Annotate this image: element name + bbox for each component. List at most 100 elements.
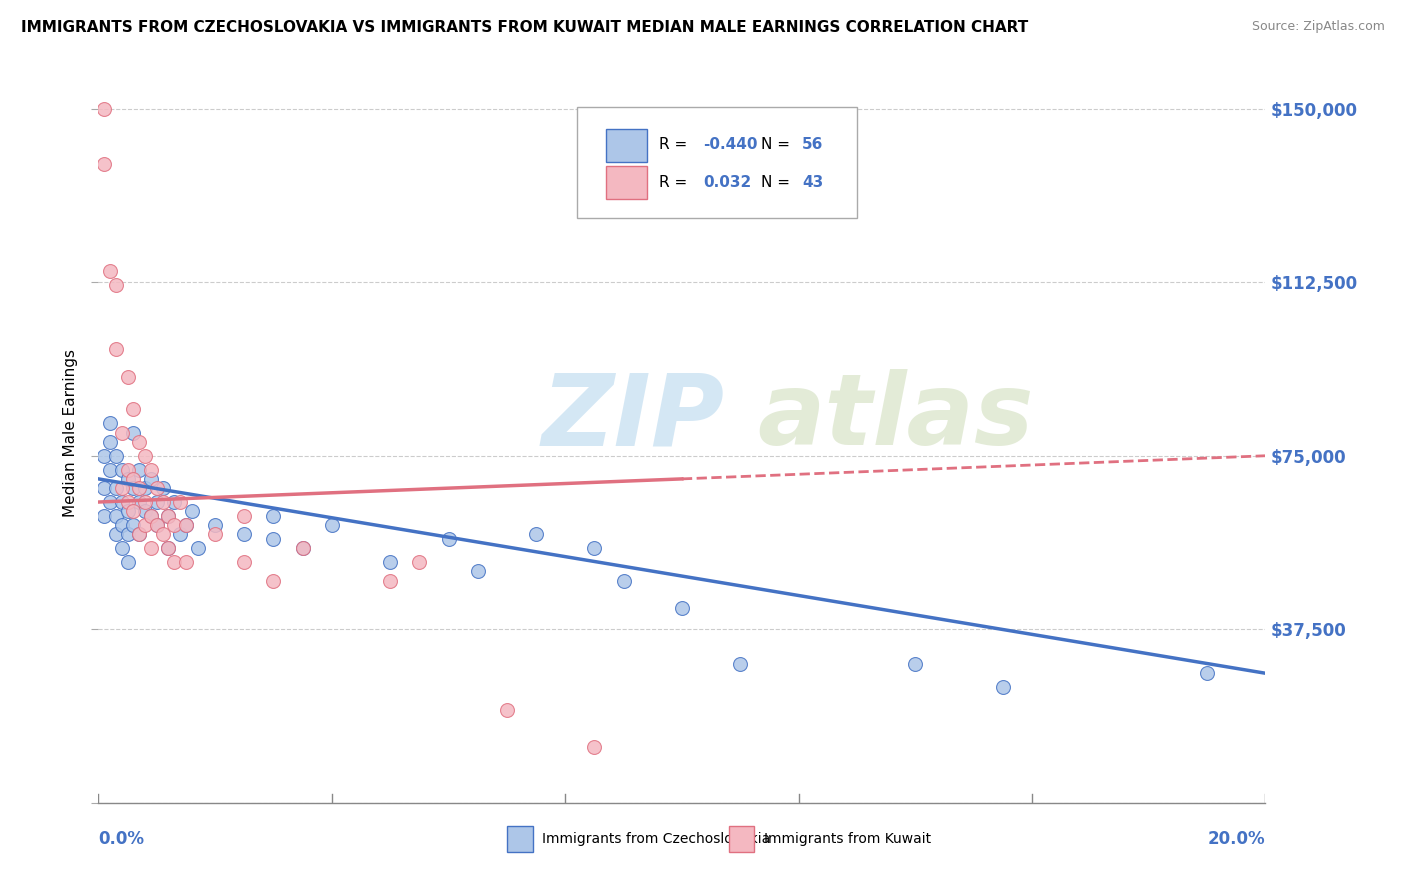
Text: 0.0%: 0.0%	[98, 830, 145, 847]
Point	[111, 481, 134, 495]
Point	[98, 462, 121, 476]
Point	[122, 504, 145, 518]
Point	[111, 495, 134, 509]
Point	[139, 472, 162, 486]
Point	[169, 495, 191, 509]
Point	[128, 462, 150, 476]
Point	[204, 527, 226, 541]
Bar	[728, 827, 754, 853]
Point	[204, 518, 226, 533]
Point	[146, 518, 169, 533]
Point	[437, 532, 460, 546]
Text: Immigrants from Czechoslovakia: Immigrants from Czechoslovakia	[541, 832, 770, 847]
Point	[321, 518, 343, 533]
Point	[157, 508, 180, 523]
Point	[180, 504, 202, 518]
Point	[163, 495, 186, 509]
Point	[122, 481, 145, 495]
Point	[163, 518, 186, 533]
Text: R =: R =	[658, 137, 692, 153]
Point	[904, 657, 927, 671]
Point	[117, 472, 139, 486]
Point	[98, 263, 121, 277]
Point	[98, 495, 121, 509]
Point	[262, 574, 284, 588]
Point	[122, 402, 145, 417]
Point	[93, 102, 115, 116]
Bar	[606, 129, 647, 162]
Point	[233, 527, 256, 541]
Point	[730, 657, 752, 671]
Point	[157, 541, 180, 556]
FancyBboxPatch shape	[576, 107, 856, 218]
Point	[139, 508, 162, 523]
Point	[408, 555, 430, 569]
Text: Immigrants from Kuwait: Immigrants from Kuwait	[763, 832, 931, 847]
Point	[612, 574, 634, 588]
Point	[98, 417, 121, 431]
Point	[139, 462, 162, 476]
Point	[991, 680, 1014, 694]
Point	[146, 481, 169, 495]
Point	[262, 532, 284, 546]
Point	[134, 495, 156, 509]
Point	[583, 541, 606, 556]
Point	[93, 481, 115, 495]
Point	[169, 527, 191, 541]
Point	[111, 518, 134, 533]
Point	[128, 527, 150, 541]
Point	[146, 495, 169, 509]
Point	[134, 518, 156, 533]
Point	[128, 481, 150, 495]
Text: 56: 56	[801, 137, 824, 153]
Text: Source: ZipAtlas.com: Source: ZipAtlas.com	[1251, 20, 1385, 33]
Point	[174, 518, 197, 533]
Point	[233, 508, 256, 523]
Point	[262, 508, 284, 523]
Text: N =: N =	[761, 137, 796, 153]
Point	[122, 472, 145, 486]
Point	[380, 555, 402, 569]
Point	[671, 601, 693, 615]
Point	[93, 508, 115, 523]
Point	[152, 495, 174, 509]
Point	[98, 434, 121, 449]
Bar	[508, 827, 533, 853]
Point	[163, 555, 186, 569]
Point	[117, 555, 139, 569]
Y-axis label: Median Male Earnings: Median Male Earnings	[63, 349, 79, 516]
Point	[152, 481, 174, 495]
Point	[111, 541, 134, 556]
Text: 20.0%: 20.0%	[1208, 830, 1265, 847]
Text: IMMIGRANTS FROM CZECHOSLOVAKIA VS IMMIGRANTS FROM KUWAIT MEDIAN MALE EARNINGS CO: IMMIGRANTS FROM CZECHOSLOVAKIA VS IMMIGR…	[21, 20, 1028, 35]
Point	[111, 425, 134, 440]
Point	[524, 527, 547, 541]
Text: atlas: atlas	[758, 369, 1035, 467]
Text: ZIP: ZIP	[541, 369, 725, 467]
Point	[139, 541, 162, 556]
Point	[233, 555, 256, 569]
Point	[174, 555, 197, 569]
Point	[104, 508, 127, 523]
Point	[291, 541, 314, 556]
Point	[134, 504, 156, 518]
Point	[380, 574, 402, 588]
Point	[467, 565, 489, 579]
Point	[146, 518, 169, 533]
Point	[128, 495, 150, 509]
Point	[496, 703, 519, 717]
Point	[583, 740, 606, 755]
Point	[93, 157, 115, 171]
Point	[128, 434, 150, 449]
Text: R =: R =	[658, 175, 692, 190]
Point	[117, 495, 139, 509]
Bar	[606, 166, 647, 200]
Point	[152, 527, 174, 541]
Text: -0.440: -0.440	[703, 137, 758, 153]
Point	[104, 449, 127, 463]
Point	[93, 449, 115, 463]
Point	[117, 370, 139, 384]
Point	[1195, 666, 1218, 681]
Point	[104, 277, 127, 292]
Point	[187, 541, 209, 556]
